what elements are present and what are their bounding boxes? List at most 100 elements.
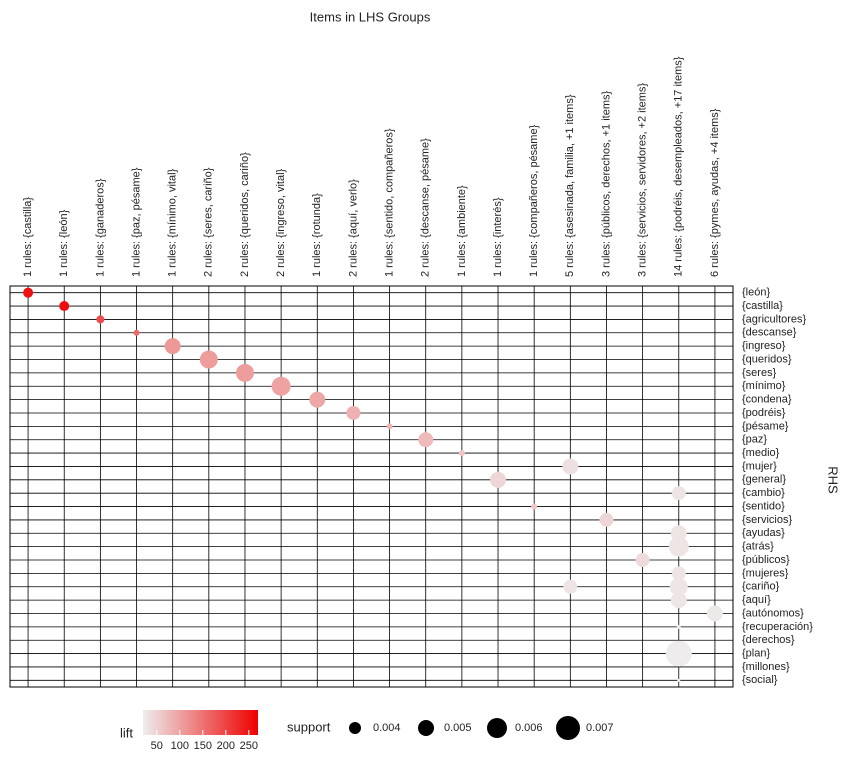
row-label: {condena} [742, 394, 792, 406]
row-label: {paz} [742, 434, 767, 446]
rule-point [665, 640, 692, 667]
column-label: 3 rules: {servicios, servidores, +2 item… [637, 83, 649, 277]
rule-point [531, 503, 538, 510]
rule-point [386, 423, 393, 430]
column-label: 2 rules: {aquí, verlo} [347, 179, 359, 277]
row-label: {descanse} [742, 327, 797, 339]
rule-point [23, 287, 34, 298]
size-key [418, 720, 434, 736]
column-label: 1 rules: {paz, pésame} [130, 167, 142, 277]
row-label: {ingreso} [742, 340, 786, 352]
column-label: 14 rules: {podréis, desempleados, +17 it… [673, 56, 685, 277]
size-key-label: 0.007 [586, 722, 614, 734]
rule-point [133, 329, 140, 336]
column-label: 2 rules: {ingreso, vital} [275, 168, 287, 277]
row-label: {seres} [742, 367, 777, 379]
row-label: {agricultores} [742, 313, 807, 325]
row-label: {pésame} [742, 420, 789, 432]
row-label: {general} [742, 474, 786, 486]
rule-point [671, 566, 686, 581]
column-label: 1 rules: {ambiente} [456, 185, 468, 277]
row-label: {atrás} [742, 541, 774, 553]
rule-point [668, 536, 689, 557]
plot-border [9, 285, 734, 688]
row-label: {servicios} [742, 514, 792, 526]
size-key-label: 0.004 [373, 722, 401, 734]
column-label: 1 rules: {interés} [492, 197, 504, 277]
size-key [487, 718, 507, 738]
y-axis-label: RHS [826, 466, 841, 494]
row-label: {sentido} [742, 500, 785, 512]
column-label: 3 rules: {públicos, derechos, +1 items} [600, 90, 612, 277]
color-legend-title: lift [120, 725, 133, 740]
rule-point [669, 577, 688, 596]
rule-point [96, 315, 105, 324]
row-label: {públicos} [742, 554, 790, 566]
row-label: {derechos} [742, 634, 795, 646]
row-label: {millones} [742, 661, 790, 673]
size-legend-title: support [287, 719, 331, 734]
row-label: {león} [742, 287, 770, 299]
column-label: 1 rules: {rotunda} [311, 193, 323, 277]
column-label: 2 rules: {queridos, cariño} [239, 152, 251, 277]
rule-point [670, 592, 687, 609]
row-label: {social} [742, 674, 778, 686]
column-label: 1 rules: {sentido, compañeros} [383, 128, 395, 277]
row-label: {mínimo} [742, 380, 786, 392]
rule-point [235, 363, 254, 382]
rule-point [164, 338, 181, 355]
row-label: {ayudas} [742, 527, 785, 539]
row-label: {autónomos} [742, 607, 804, 619]
color-tick-label: 200 [217, 740, 235, 752]
color-tick-label: 150 [194, 740, 212, 752]
column-label: 1 rules: {león} [58, 209, 70, 277]
column-label: 6 rules: {pymes, ayudas, +4 items} [709, 108, 721, 277]
size-key-label: 0.005 [444, 722, 472, 734]
rule-point [563, 579, 578, 594]
color-tick-label: 250 [240, 740, 258, 752]
row-label: {cambio} [742, 487, 785, 499]
rule-point [677, 678, 681, 682]
rule-point [309, 391, 326, 408]
column-label: 2 rules: {descanse, pésame} [420, 138, 432, 277]
size-key [349, 722, 361, 734]
row-label: {queridos} [742, 353, 792, 365]
row-label: {mujeres} [742, 567, 789, 579]
row-label: {podréis} [742, 407, 786, 419]
rule-point [562, 458, 579, 475]
rule-point [199, 350, 218, 369]
column-label: 1 rules: {castilla} [22, 197, 34, 277]
rule-point [671, 486, 686, 501]
row-label: {medio} [742, 447, 780, 459]
column-label: 2 rules: {seres, cariño} [203, 167, 215, 277]
row-label: {mujer} [742, 460, 777, 472]
color-bar [143, 710, 258, 735]
row-label: {castilla} [742, 300, 783, 312]
rule-point [670, 525, 687, 542]
column-label: 1 rules: {ganaderos} [94, 178, 106, 277]
rule-point [458, 450, 465, 457]
column-label: 1 rules: {compañeros, pésame} [528, 124, 540, 277]
row-label: {aquí} [742, 594, 771, 606]
rule-point [59, 301, 70, 312]
column-label: 1 rules: {mínimo, vital} [167, 168, 179, 277]
rule-point [490, 471, 507, 488]
row-label: {recuperación} [742, 621, 813, 633]
rule-point [635, 553, 650, 568]
rule-point [706, 605, 723, 622]
rule-point [599, 512, 614, 527]
size-key [556, 716, 580, 740]
color-tick-label: 100 [171, 740, 189, 752]
color-tick-label: 50 [151, 740, 163, 752]
chart-title: Items in LHS Groups [310, 9, 431, 24]
column-label: 5 rules: {asesinada, familia, +1 items} [564, 94, 576, 277]
row-label: {cariño} [742, 581, 780, 593]
rule-point [346, 405, 361, 420]
size-key-label: 0.006 [515, 722, 543, 734]
rule-point [418, 432, 434, 448]
rule-point [271, 376, 291, 396]
row-label: {plan} [742, 647, 770, 659]
rule-point [676, 624, 681, 629]
